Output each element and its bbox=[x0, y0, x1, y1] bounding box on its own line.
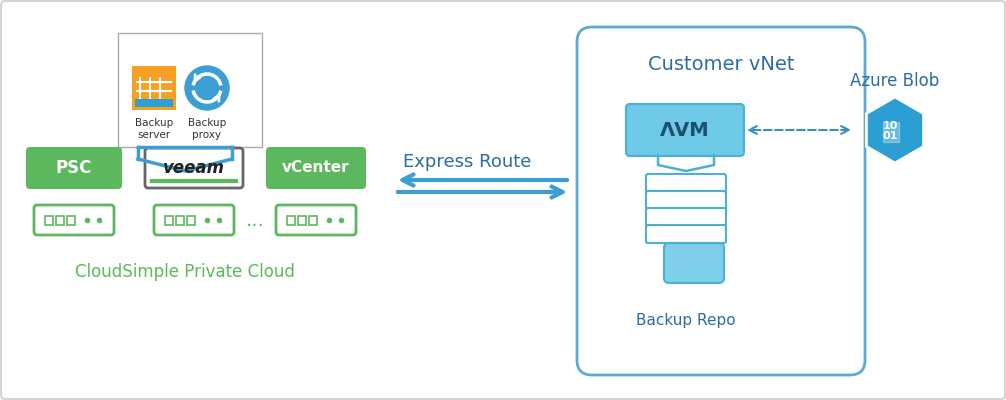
FancyBboxPatch shape bbox=[664, 243, 724, 283]
Text: CloudSimple Private Cloud: CloudSimple Private Cloud bbox=[75, 263, 295, 281]
FancyBboxPatch shape bbox=[56, 216, 64, 225]
FancyBboxPatch shape bbox=[135, 99, 173, 107]
FancyBboxPatch shape bbox=[34, 205, 114, 235]
FancyBboxPatch shape bbox=[176, 216, 184, 225]
Text: ...: ... bbox=[245, 210, 265, 230]
Text: 10: 10 bbox=[882, 121, 897, 131]
FancyBboxPatch shape bbox=[646, 225, 726, 243]
FancyBboxPatch shape bbox=[145, 148, 243, 188]
Text: Customer vNet: Customer vNet bbox=[648, 54, 795, 74]
FancyBboxPatch shape bbox=[266, 147, 366, 189]
FancyBboxPatch shape bbox=[287, 216, 295, 225]
FancyBboxPatch shape bbox=[646, 208, 726, 226]
FancyBboxPatch shape bbox=[646, 191, 726, 209]
Polygon shape bbox=[866, 97, 924, 163]
FancyBboxPatch shape bbox=[626, 104, 744, 156]
FancyBboxPatch shape bbox=[45, 216, 53, 225]
Text: Backup
server: Backup server bbox=[135, 118, 173, 140]
Text: PSC: PSC bbox=[55, 159, 93, 177]
FancyBboxPatch shape bbox=[298, 216, 306, 225]
Circle shape bbox=[185, 66, 229, 110]
Text: Express Route: Express Route bbox=[402, 153, 531, 171]
FancyBboxPatch shape bbox=[646, 174, 726, 192]
FancyBboxPatch shape bbox=[67, 216, 75, 225]
FancyBboxPatch shape bbox=[276, 205, 356, 235]
Text: Azure Blob: Azure Blob bbox=[850, 72, 940, 90]
FancyBboxPatch shape bbox=[165, 216, 173, 225]
FancyBboxPatch shape bbox=[883, 122, 899, 142]
Text: vCenter: vCenter bbox=[283, 160, 350, 176]
Text: veeam: veeam bbox=[163, 159, 225, 177]
Text: 01: 01 bbox=[882, 131, 897, 141]
FancyBboxPatch shape bbox=[309, 216, 317, 225]
FancyBboxPatch shape bbox=[132, 66, 176, 110]
FancyBboxPatch shape bbox=[187, 216, 195, 225]
Text: Backup Repo: Backup Repo bbox=[636, 312, 735, 328]
FancyBboxPatch shape bbox=[577, 27, 865, 375]
FancyBboxPatch shape bbox=[154, 205, 234, 235]
Text: ΛVM: ΛVM bbox=[660, 120, 710, 140]
FancyBboxPatch shape bbox=[118, 33, 262, 147]
Text: Backup
proxy: Backup proxy bbox=[188, 118, 226, 140]
FancyBboxPatch shape bbox=[26, 147, 122, 189]
